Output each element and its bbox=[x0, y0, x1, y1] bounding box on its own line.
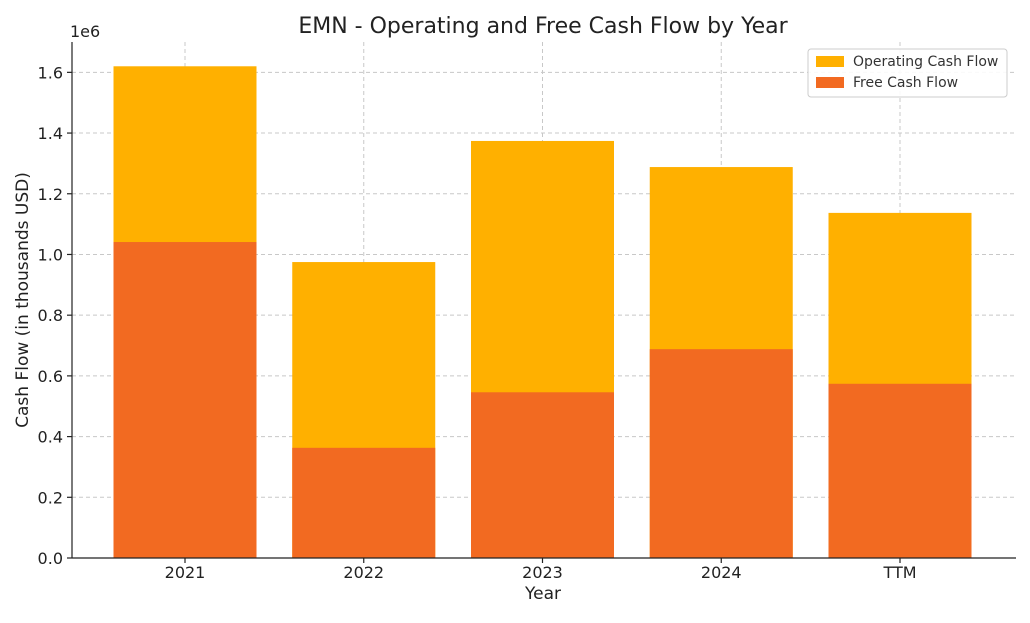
legend-label: Free Cash Flow bbox=[853, 75, 958, 91]
chart-title: EMN - Operating and Free Cash Flow by Ye… bbox=[298, 14, 788, 39]
y-tick-label: 0.2 bbox=[38, 488, 63, 507]
free-cash-flow-bar bbox=[828, 383, 972, 558]
free-cash-flow-bar bbox=[471, 392, 614, 558]
legend-swatch bbox=[816, 56, 844, 67]
free-cash-flow-bar bbox=[292, 447, 436, 558]
y-tick-label: 1.6 bbox=[38, 63, 63, 82]
free-cash-flow-bar bbox=[113, 242, 257, 558]
y-tick-label: 0.8 bbox=[38, 306, 63, 325]
y-tick-label: 0.0 bbox=[38, 549, 63, 568]
x-tick-label: TTM bbox=[882, 563, 916, 582]
legend-swatch bbox=[816, 77, 844, 88]
axes: 0.0 0.2 0.4 0.6 0.8 1.0 1.2 1.4 1.6 2021 2022 2023 2… bbox=[38, 42, 1016, 582]
legend-box bbox=[807, 48, 1008, 98]
y-tick-label: 1.2 bbox=[38, 185, 63, 204]
legend-label: Operating Cash Flow bbox=[853, 54, 998, 70]
y-tick-label: 1.4 bbox=[38, 124, 63, 143]
x-tick-label: 2022 bbox=[343, 563, 384, 582]
y-offset-label: 1e6 bbox=[70, 22, 100, 41]
x-tick-label: 2023 bbox=[522, 563, 563, 582]
free-cash-flow-bar bbox=[649, 349, 793, 558]
y-tick-label: 1.0 bbox=[38, 245, 63, 264]
y-axis-label: Cash Flow (in thousands USD) bbox=[13, 172, 33, 428]
x-tick-label: 2024 bbox=[701, 563, 742, 582]
x-tick-label: 2021 bbox=[165, 563, 206, 582]
y-tick-label: 0.4 bbox=[38, 428, 63, 447]
y-tick-label: 0.6 bbox=[38, 367, 63, 386]
legend: Operating Cash Flow Free Cash Flow bbox=[807, 48, 1008, 98]
x-axis-label: Year bbox=[524, 584, 561, 604]
bars bbox=[113, 66, 972, 559]
